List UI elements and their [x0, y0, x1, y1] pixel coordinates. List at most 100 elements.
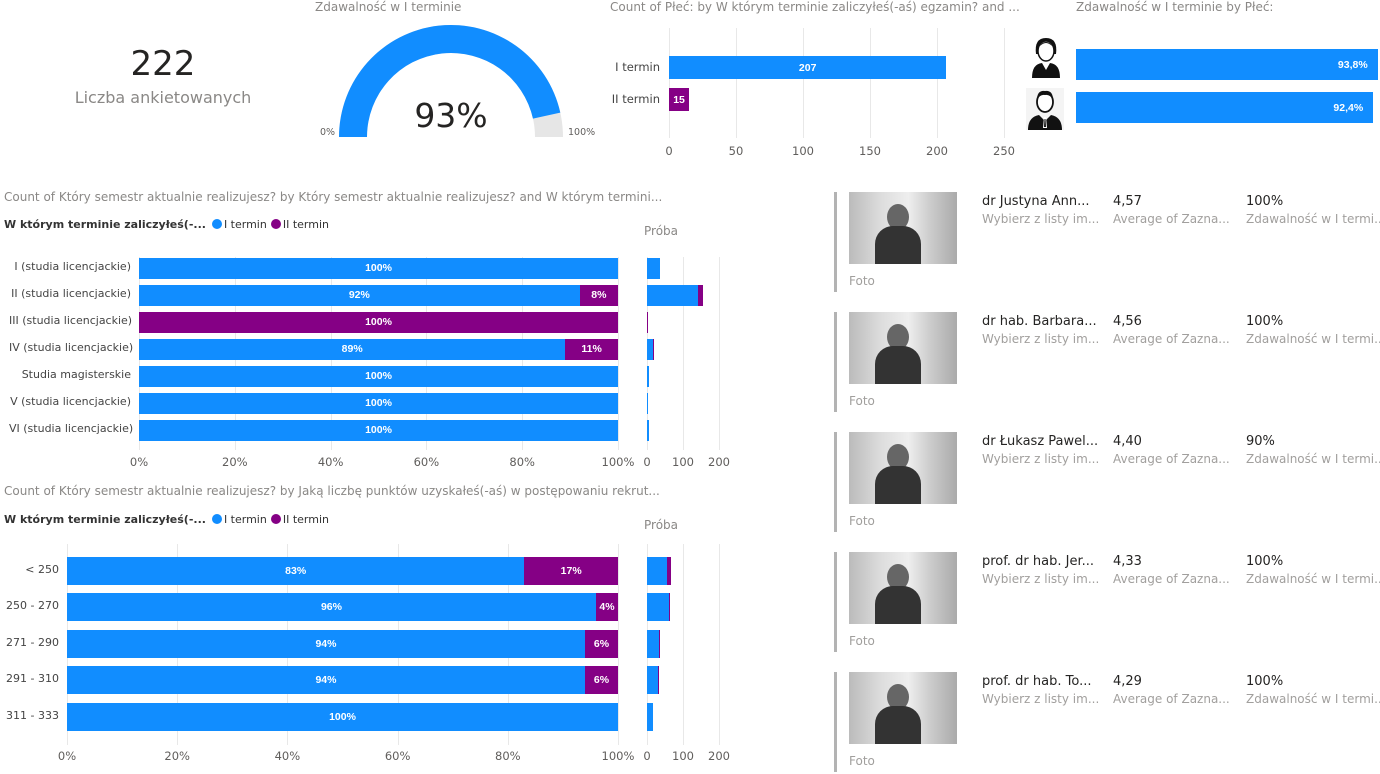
lecturer-card[interactable]: Foto prof. dr hab. To... Wybierz z listy i… — [834, 672, 1380, 772]
category-label: 311 - 333 — [6, 708, 59, 722]
side-bar-ii-termin[interactable] — [652, 338, 654, 360]
data-label: 17% — [560, 564, 582, 577]
side-bar-ii-termin[interactable] — [658, 629, 660, 658]
bar-i-termin[interactable]: 83% — [67, 556, 525, 585]
lecturer-card[interactable]: Foto dr hab. Barbara... Wybierz z listy im… — [834, 312, 1380, 412]
card-avg: 4,33 — [1113, 554, 1142, 569]
legend-dot-ii-termin — [270, 219, 281, 229]
side-bar-i-termin[interactable] — [647, 593, 669, 622]
data-label: 6% — [593, 637, 610, 650]
category-label: I termin — [615, 60, 660, 74]
side-gridline — [719, 257, 720, 450]
bar-ii-termin[interactable]: 6% — [584, 666, 618, 695]
chart1-title: Count of Który semestr aktualnie realizu… — [4, 190, 663, 204]
card-pass: 90% — [1246, 434, 1275, 449]
kpi-label: Liczba ankietowanych — [74, 88, 252, 107]
side-bar-i-termin[interactable] — [647, 338, 653, 360]
bar-i-termin[interactable]: 96% — [67, 593, 596, 622]
category-label: 271 - 290 — [6, 635, 59, 649]
chart2-title: Count of Który semestr aktualnie realizu… — [4, 484, 660, 498]
x-tick-label: 0% — [57, 749, 77, 763]
photo-body — [875, 346, 921, 384]
category-label: 291 - 310 — [6, 672, 59, 686]
bar[interactable]: 15 — [669, 88, 690, 111]
bar-i-termin[interactable]: 94% — [67, 666, 585, 695]
bar-i-termin[interactable]: 94% — [67, 629, 585, 658]
card-name: dr Łukasz Pawel... — [982, 434, 1099, 449]
side-x-tick-label: 200 — [708, 455, 730, 469]
data-label: 11% — [581, 343, 602, 355]
category-label: II (studia licencjackie) — [11, 287, 131, 300]
side-bar-i-termin[interactable] — [647, 284, 699, 306]
lecturer-card[interactable]: Foto dr Justyna Ann... Wybierz z listy im.… — [834, 192, 1380, 292]
legend-item-i-termin[interactable]: I termin — [223, 218, 267, 231]
gender-bar[interactable]: 93,8% — [1076, 49, 1378, 80]
card-avg: 4,56 — [1113, 314, 1142, 329]
gridline — [937, 28, 938, 138]
legend-item-ii-termin[interactable]: II termin — [282, 218, 329, 231]
gauge-fill — [339, 25, 561, 137]
side-bar-i-termin[interactable] — [647, 702, 654, 731]
side-bar-i-termin[interactable] — [647, 629, 659, 658]
count-chart-title: Count of Płeć: by W którym terminie zali… — [610, 0, 1020, 14]
bar-ii-termin[interactable]: 17% — [524, 556, 618, 585]
bar-i-termin[interactable]: 92% — [139, 284, 580, 306]
side-bar-i-termin[interactable] — [647, 365, 649, 387]
side-bar-ii-termin[interactable] — [658, 666, 660, 695]
x-tick-label: 40% — [274, 749, 301, 763]
side-bar-i-termin[interactable] — [647, 392, 648, 414]
lecturer-card[interactable]: Foto prof. dr hab. Jer... Wybierz z listy … — [834, 552, 1380, 652]
side-bar-ii-termin[interactable] — [666, 556, 671, 585]
male-icon — [1026, 88, 1064, 130]
legend-item-ii-termin[interactable]: II termin — [282, 513, 329, 526]
bar-ii-termin[interactable]: 100% — [139, 311, 618, 333]
side-bar-i-termin[interactable] — [647, 556, 667, 585]
side-bar-i-termin[interactable] — [647, 666, 659, 695]
card-accent — [834, 192, 837, 292]
data-label: 100% — [365, 316, 392, 328]
bar-i-termin[interactable]: 100% — [67, 702, 618, 731]
photo-body — [875, 226, 921, 264]
bar-i-termin[interactable]: 100% — [139, 419, 618, 441]
bar-i-termin[interactable]: 100% — [139, 365, 618, 387]
lecturer-card[interactable]: Foto dr Łukasz Pawel... Wybierz z listy im… — [834, 432, 1380, 532]
gender-bar[interactable]: 92,4% — [1076, 92, 1374, 123]
data-label: 96% — [320, 601, 342, 614]
side-x-tick-label: 100 — [672, 455, 694, 469]
card-pass-caption: Zdawalność w I termi... — [1246, 452, 1380, 466]
bar-i-termin[interactable]: 89% — [139, 338, 566, 360]
gender-chart-title: Zdawalność w I terminie by Płeć: — [1076, 0, 1274, 14]
gridline — [1004, 28, 1005, 138]
lecturer-photo — [849, 672, 957, 744]
card-avg-caption: Average of Zazna... — [1113, 332, 1230, 346]
x-tick-label: 150 — [859, 144, 881, 158]
bar-i-termin[interactable]: 100% — [139, 257, 618, 279]
legend-dot-i-termin — [211, 514, 222, 524]
card-name-caption: Wybierz z listy im... — [982, 452, 1100, 466]
data-label: 100% — [365, 397, 392, 409]
category-label: II termin — [611, 92, 660, 106]
legend-item-i-termin[interactable]: I termin — [223, 513, 267, 526]
side-bar-ii-termin[interactable] — [647, 311, 648, 333]
category-label: 250 - 270 — [6, 599, 59, 613]
data-label: 100% — [365, 424, 392, 436]
bar-ii-termin[interactable]: 11% — [565, 338, 618, 360]
bar-ii-termin[interactable]: 8% — [579, 284, 618, 306]
side-bar-i-termin[interactable] — [647, 419, 650, 441]
bar-ii-termin[interactable]: 6% — [584, 629, 618, 658]
card-avg-caption: Average of Zazna... — [1113, 572, 1230, 586]
side-bar-i-termin[interactable] — [647, 257, 660, 279]
bar-ii-termin[interactable]: 4% — [595, 593, 618, 622]
gridline — [870, 28, 871, 138]
kpi-card: 222 Liczba ankietowanych — [40, 44, 286, 107]
x-tick-label: 0% — [129, 455, 149, 469]
x-tick-label: 100% — [601, 749, 635, 763]
side-bar-ii-termin[interactable] — [668, 593, 671, 622]
photo-label: Foto — [849, 754, 875, 768]
bar[interactable]: 207 — [669, 56, 947, 79]
lecturer-photo — [849, 312, 957, 384]
data-label: 83% — [285, 564, 307, 577]
bar-i-termin[interactable]: 100% — [139, 392, 618, 414]
side-bar-ii-termin[interactable] — [698, 284, 703, 306]
card-accent — [834, 672, 837, 772]
